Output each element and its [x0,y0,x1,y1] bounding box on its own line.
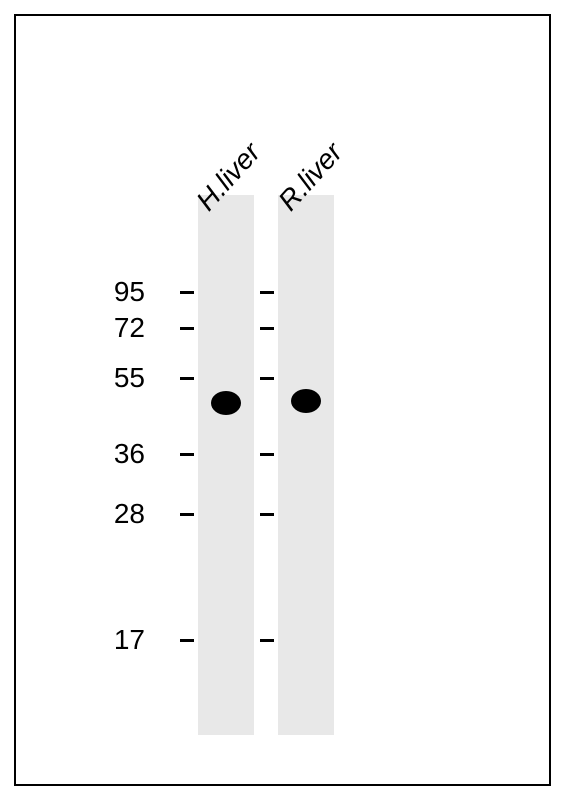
mw-label-17: 17 [85,624,145,656]
mw-tick-36-lane1 [180,453,194,456]
mw-tick-17-lane2 [260,639,274,642]
mw-tick-55-lane2 [260,377,274,380]
mw-label-28: 28 [85,498,145,530]
mw-tick-72-lane2 [260,327,274,330]
mw-tick-28-lane1 [180,513,194,516]
mw-label-55: 55 [85,362,145,394]
mw-tick-95-lane2 [260,291,274,294]
mw-tick-28-lane2 [260,513,274,516]
mw-label-72: 72 [85,312,145,344]
band-2 [291,389,321,413]
mw-tick-36-lane2 [260,453,274,456]
mw-label-36: 36 [85,438,145,470]
lane-2 [278,195,334,735]
mw-tick-72-lane1 [180,327,194,330]
lane-1 [198,195,254,735]
mw-tick-17-lane1 [180,639,194,642]
mw-label-95: 95 [85,276,145,308]
mw-tick-55-lane1 [180,377,194,380]
mw-tick-95-lane1 [180,291,194,294]
band-1 [211,391,241,415]
